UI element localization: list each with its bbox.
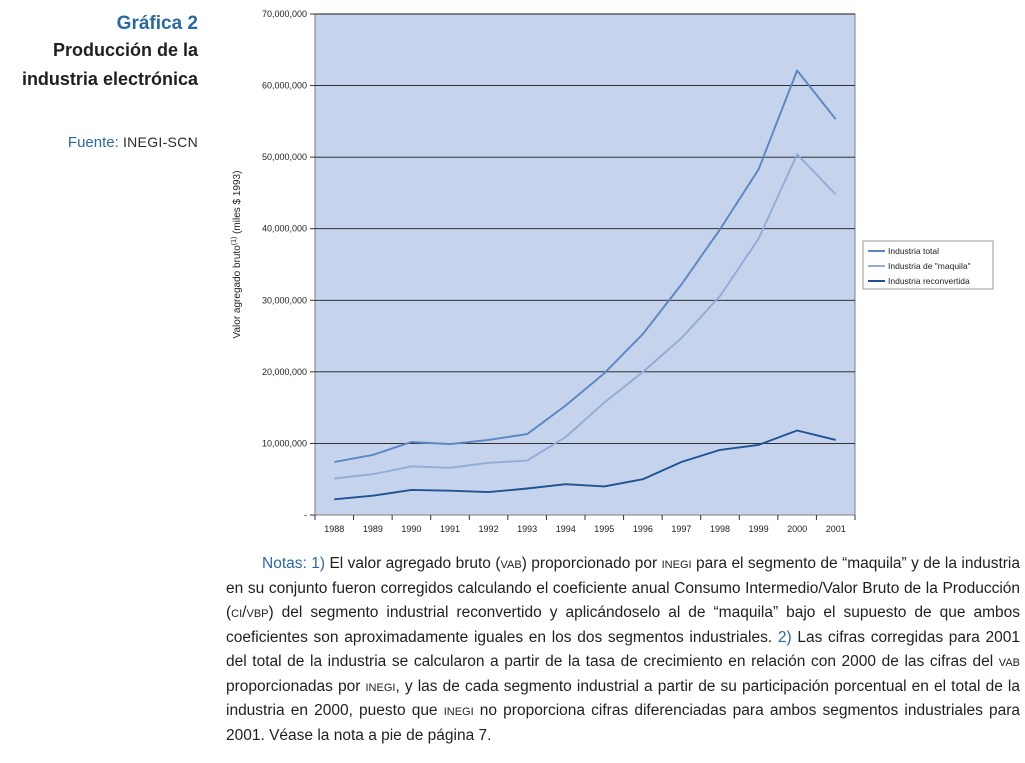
x-tick-label: 1994 [556,524,576,534]
y-axis-label-unit: (miles $ 1993) [232,171,243,237]
series-line-1 [334,69,837,463]
y-axis-label-main: Valor agregado bruto [232,245,243,339]
note-1-civbp: ci/vbp [231,604,269,621]
x-tick-label: 1988 [324,524,344,534]
x-tick-label: 1992 [479,524,499,534]
y-axis-label-superscript: (1) [231,237,238,246]
y-tick-label: 70,000,000 [262,9,307,19]
figure-label: Gráfica 2 [116,13,198,34]
x-tick-label: 1991 [440,524,460,534]
source-label: Fuente: [67,134,119,151]
y-tick-label: 30,000,000 [262,295,307,305]
figure-title-line-2: industria electrónica [21,69,198,89]
legend-label-1: Industria total [888,246,939,256]
x-tick-label: 1997 [671,524,691,534]
y-tick-label: - [304,510,307,520]
plot-area [314,13,856,516]
note-1-inegi: inegi [661,555,692,572]
note-2-inegi-2: inegi [443,702,474,719]
note-2-number: 2) [777,628,792,646]
note-1-text-c: para el segmento de “maquila” y de la in… [226,555,1020,621]
series-line-2 [334,153,837,480]
series-line-3 [334,429,836,501]
x-tick-label: 2001 [826,524,846,534]
note-2-text-a: Las cifras corregidas para 2001 del tota… [226,628,1020,671]
note-1-text-b: ) proporcionado por [521,555,662,572]
x-tick-label: 1995 [594,524,614,534]
notes-label: Notas: [262,555,307,572]
note-1-number: 1) [311,555,326,572]
note-2-text-b: proporcionadas por [226,677,366,695]
line-chart: - 10,000,000 20,000,000 30,000,000 40,000,00… [231,9,994,534]
note-2-text-c: , y las de cada segmento industrial a pa… [226,677,1020,720]
y-tick-label: 10,000,000 [262,438,307,448]
y-axis-label: Valor agregado bruto(1) (miles $ 1993) [231,171,243,339]
y-tick-label: 50,000,000 [262,152,307,162]
figure-title-line-1: Producción de la [52,40,198,60]
source-line: Fuente: INEGI-SCN [0,134,198,151]
y-tick-label: 20,000,000 [262,367,307,377]
x-tick-label: 1993 [517,524,537,534]
y-tick-label: 40,000,000 [262,224,307,234]
x-tick-label: 1996 [633,524,653,534]
note-1-text-d: ) del segmento industrial reconvertido y… [226,604,1020,646]
x-tick-label: 1990 [401,524,421,534]
legend-label-3: Industria reconvertida [888,276,970,286]
note-2-inegi: inegi [365,677,396,695]
note-1-text-a: El valor agregado bruto ( [325,555,501,572]
legend-label-2: Industria de "maquila" [888,261,971,271]
note-1-vab: vab [500,555,522,572]
note-2-vab: vab [998,653,1020,670]
x-tick-label: 2000 [787,524,807,534]
y-tick-label: 60,000,000 [262,81,307,91]
chart-caption: Gráfica 2 Producción de la industria ele… [0,12,198,94]
notes-paragraph: Notas: 1) El valor agregado bruto (vab) … [226,552,1020,748]
x-tick-label: 1999 [749,524,769,534]
source-value: INEGI-SCN [122,134,198,150]
x-tick-label: 1998 [710,524,730,534]
x-tick-label: 1989 [363,524,383,534]
note-2-text-d: no proporciona cifras diferenciadas para… [226,702,1020,744]
